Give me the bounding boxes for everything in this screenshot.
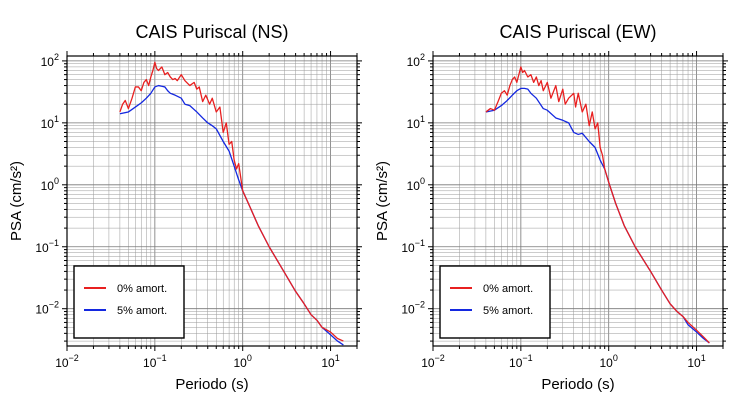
legend: 0% amort. 5% amort. — [73, 265, 185, 339]
legend-label: 5% amort. — [117, 305, 167, 317]
y-tick-label: 102 — [41, 52, 59, 69]
x-tick-label: 100 — [600, 353, 618, 370]
x-tick-label: 100 — [234, 353, 252, 370]
legend-label: 0% amort. — [483, 283, 533, 295]
x-tick-label: 101 — [321, 353, 339, 370]
chart-panel-1: 10−2 10−1 100 101 10−2 10−1 100 101 102 CAIS Puri… — [8, 22, 362, 393]
legend-box — [73, 265, 185, 339]
series-line-amort-0 — [485, 66, 710, 344]
x-tick-label: 10−1 — [509, 353, 533, 370]
y-axis: 10−2 10−1 100 101 102 — [401, 52, 728, 342]
y-axis-label: PSA (cm/s²) — [374, 161, 391, 241]
legend-box — [439, 265, 551, 339]
y-tick-label: 101 — [407, 114, 425, 131]
x-axis: 10−2 10−1 100 101 — [421, 51, 724, 370]
chart-title: CAIS Puriscal (NS) — [135, 22, 288, 42]
y-tick-label: 100 — [407, 176, 425, 193]
series-line-amort-0 — [119, 61, 344, 342]
x-axis-label: Periodo (s) — [175, 376, 248, 393]
legend-label: 0% amort. — [117, 283, 167, 295]
y-axis-label: PSA (cm/s²) — [8, 161, 25, 241]
plot-frame — [66, 55, 358, 347]
x-tick-label: 101 — [687, 353, 705, 370]
legend: 0% amort. 5% amort. — [439, 265, 551, 339]
chart-panel-2: 10−2 10−1 100 101 10−2 10−1 100 101 102 CAIS Puri… — [374, 22, 728, 393]
x-tick-label: 10−1 — [143, 353, 167, 370]
x-tick-label: 10−2 — [421, 353, 445, 370]
chart-title: CAIS Puriscal (EW) — [499, 22, 656, 42]
y-tick-label: 100 — [41, 176, 59, 193]
legend-label: 5% amort. — [483, 305, 533, 317]
x-axis: 10−2 10−1 100 101 — [55, 51, 358, 370]
x-axis-label: Periodo (s) — [541, 376, 614, 393]
y-tick-label: 10−1 — [35, 238, 59, 255]
y-tick-label: 101 — [41, 114, 59, 131]
x-tick-label: 10−2 — [55, 353, 79, 370]
plot-frame — [432, 55, 724, 347]
y-tick-label: 10−2 — [401, 300, 425, 317]
y-tick-label: 10−2 — [35, 300, 59, 317]
y-axis: 10−2 10−1 100 101 102 — [35, 52, 362, 342]
y-tick-label: 102 — [407, 52, 425, 69]
y-tick-label: 10−1 — [401, 238, 425, 255]
